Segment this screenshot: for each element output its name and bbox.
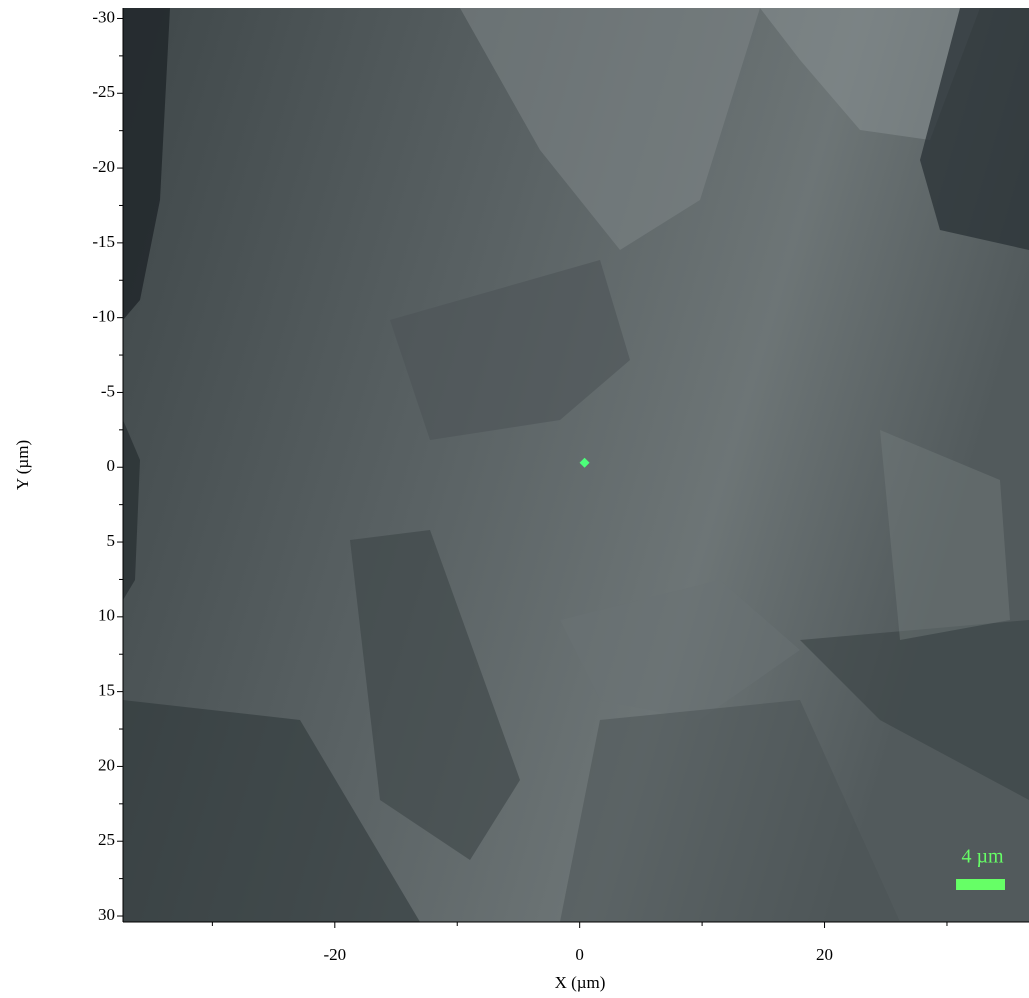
chart: X (µm) Y (µm) -20 0 20 -30 -25 -20 -15 -10 -5 0 5 1… bbox=[0, 0, 1029, 998]
y-tick-label: 25 bbox=[98, 830, 115, 849]
y-tick-label: 0 bbox=[107, 456, 116, 475]
micrograph bbox=[123, 8, 1029, 922]
scale-bar bbox=[956, 879, 1005, 890]
y-axis-label: Y (µm) bbox=[13, 440, 32, 490]
y-tick-label: 10 bbox=[98, 606, 115, 625]
y-tick-label: 5 bbox=[107, 531, 116, 550]
y-tick-label: -20 bbox=[92, 157, 115, 176]
x-tick-label: -20 bbox=[323, 945, 346, 964]
scale-bar-label: 4 µm bbox=[961, 846, 1004, 868]
y-tick-label: 20 bbox=[98, 755, 115, 774]
y-tick-label: -5 bbox=[101, 381, 115, 400]
y-tick-label: -30 bbox=[92, 7, 115, 26]
x-tick-label: 20 bbox=[816, 945, 833, 964]
y-tick-label: -10 bbox=[92, 307, 115, 326]
page: {"chart_data": {"type": "image", "x_labe… bbox=[0, 0, 1029, 998]
y-tick-label: 15 bbox=[98, 681, 115, 700]
x-axis-label: X (µm) bbox=[555, 973, 606, 992]
x-tick-label: 0 bbox=[575, 945, 584, 964]
y-tick-label: 30 bbox=[98, 905, 115, 924]
y-tick-label: -25 bbox=[92, 82, 115, 101]
y-tick-label: -15 bbox=[92, 232, 115, 251]
